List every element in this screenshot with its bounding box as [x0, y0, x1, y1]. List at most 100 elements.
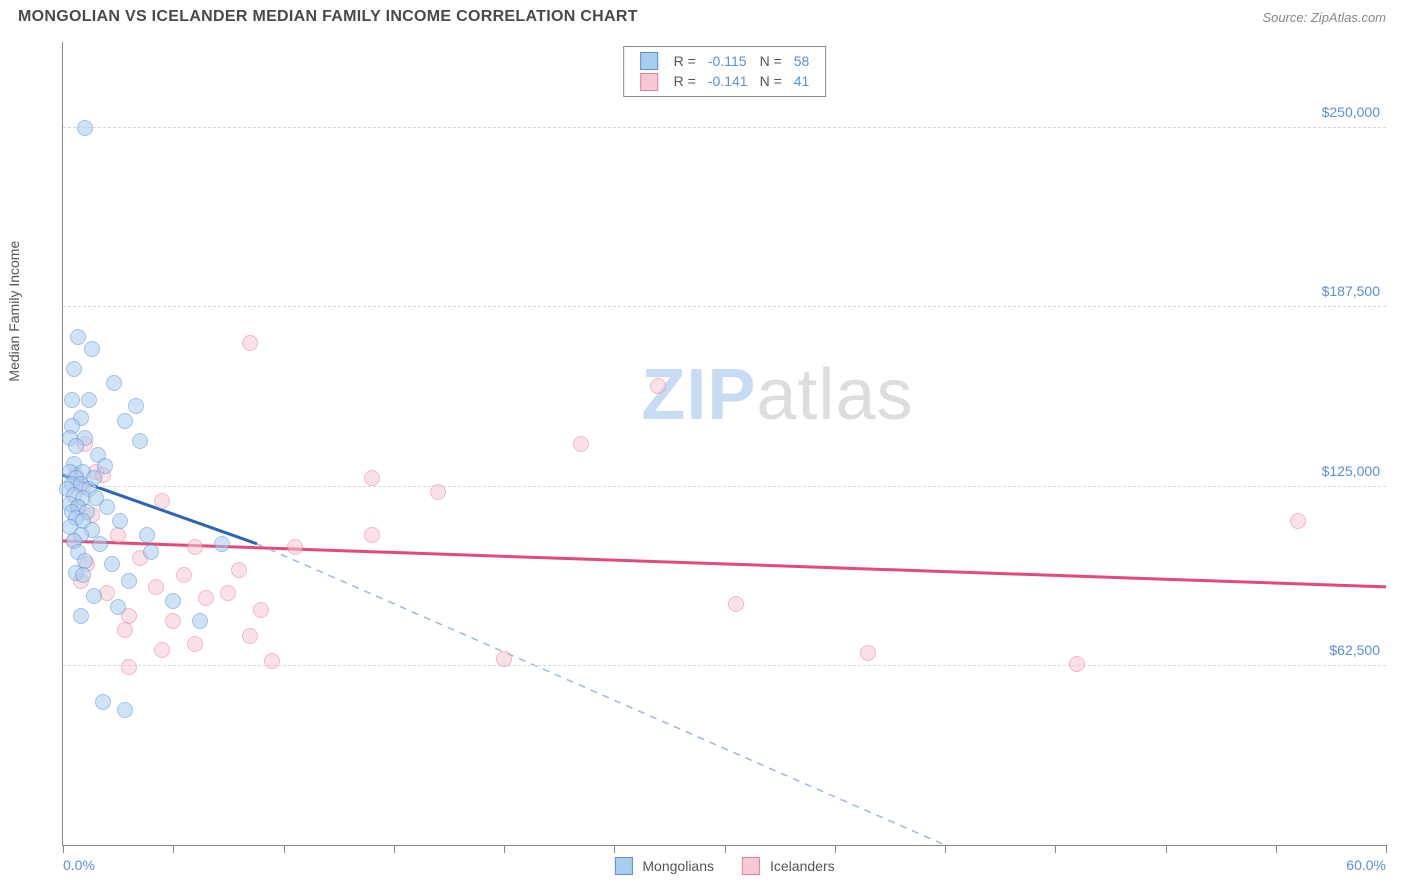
- x-tick: [614, 845, 615, 853]
- mongolian-point: [139, 527, 155, 543]
- r-value: -0.115: [702, 51, 754, 71]
- mongolian-point: [95, 694, 111, 710]
- legend-item-mongolians: Mongolians: [614, 857, 714, 875]
- legend-label-mongolians: Mongolians: [642, 858, 714, 874]
- mongolian-point: [99, 499, 115, 515]
- icelander-point: [121, 659, 137, 675]
- y-tick-label: $250,000: [1322, 104, 1380, 120]
- legend-row: R =-0.141N =41: [634, 71, 816, 91]
- legend-item-icelanders: Icelanders: [742, 857, 835, 875]
- n-label: N =: [754, 51, 788, 71]
- watermark-zip: ZIP: [641, 355, 756, 435]
- mongolian-point: [143, 544, 159, 560]
- mongolian-point: [92, 536, 108, 552]
- mongolian-point: [73, 608, 89, 624]
- x-max-label: 60.0%: [1346, 857, 1386, 873]
- icelander-point: [165, 613, 181, 629]
- x-tick: [173, 845, 174, 853]
- icelander-point: [364, 470, 380, 486]
- source-attribution: Source: ZipAtlas.com: [1262, 10, 1386, 25]
- icelander-point: [287, 539, 303, 555]
- n-value: 58: [788, 51, 816, 71]
- icelander-point: [198, 590, 214, 606]
- mongolian-point: [117, 702, 133, 718]
- icelander-point: [1290, 513, 1306, 529]
- watermark: ZIPatlas: [641, 354, 913, 436]
- icelander-point: [154, 642, 170, 658]
- icelander-point: [364, 527, 380, 543]
- x-tick: [284, 845, 285, 853]
- y-tick-label: $62,500: [1329, 642, 1380, 658]
- legend-label-icelanders: Icelanders: [770, 858, 835, 874]
- icelander-point: [176, 567, 192, 583]
- x-tick: [1166, 845, 1167, 853]
- mongolian-point: [165, 593, 181, 609]
- icelander-point: [650, 378, 666, 394]
- icelander-point: [110, 527, 126, 543]
- icelander-point: [860, 645, 876, 661]
- icelander-point: [148, 579, 164, 595]
- gridline: [63, 306, 1386, 307]
- icelander-point: [231, 562, 247, 578]
- x-tick: [1055, 845, 1056, 853]
- gridline: [63, 127, 1386, 128]
- r-value: -0.141: [702, 71, 754, 91]
- y-tick-label: $187,500: [1322, 283, 1380, 299]
- mongolian-point: [86, 588, 102, 604]
- icelander-point: [117, 622, 133, 638]
- mongolian-point: [112, 513, 128, 529]
- icelander-point: [154, 493, 170, 509]
- legend-swatch-icelanders: [742, 857, 760, 875]
- trend-lines: [63, 42, 1386, 845]
- correlation-legend: R =-0.115N =58R =-0.141N =41: [623, 46, 827, 97]
- chart-container: Median Family Income ZIPatlas R =-0.115N…: [18, 42, 1386, 846]
- n-value: 41: [788, 71, 816, 91]
- r-label: R =: [668, 51, 702, 71]
- icelander-point: [242, 628, 258, 644]
- icelander-point: [220, 585, 236, 601]
- x-tick: [63, 845, 64, 853]
- y-tick-label: $125,000: [1322, 463, 1380, 479]
- mongolian-point: [117, 413, 133, 429]
- icelander-point: [242, 335, 258, 351]
- mongolian-point: [77, 120, 93, 136]
- legend-swatch: [640, 52, 658, 70]
- x-tick: [394, 845, 395, 853]
- legend-swatch-mongolians: [614, 857, 632, 875]
- watermark-atlas: atlas: [756, 355, 913, 435]
- gridline: [63, 665, 1386, 666]
- mongolian-point: [110, 599, 126, 615]
- gridline: [63, 486, 1386, 487]
- icelander-point: [496, 651, 512, 667]
- icelander-point: [187, 636, 203, 652]
- mongolian-point: [64, 392, 80, 408]
- mongolian-point: [66, 361, 82, 377]
- mongolian-point: [121, 573, 137, 589]
- icelander-point: [253, 602, 269, 618]
- x-tick: [725, 845, 726, 853]
- x-tick: [504, 845, 505, 853]
- series-legend: Mongolians Icelanders: [614, 857, 834, 875]
- mongolian-point: [75, 567, 91, 583]
- mongolian-point: [104, 556, 120, 572]
- x-tick: [1386, 845, 1387, 853]
- mongolian-point: [128, 398, 144, 414]
- n-label: N =: [754, 71, 788, 91]
- y-axis-label: Median Family Income: [6, 241, 22, 382]
- icelander-point: [187, 539, 203, 555]
- chart-title: MONGOLIAN VS ICELANDER MEDIAN FAMILY INC…: [18, 8, 638, 26]
- r-label: R =: [668, 71, 702, 91]
- mongolian-point: [81, 392, 97, 408]
- mongolian-point: [214, 536, 230, 552]
- mongolian-point: [68, 438, 84, 454]
- mongolian-point: [132, 433, 148, 449]
- plot-area: ZIPatlas R =-0.115N =58R =-0.141N =41 Mo…: [62, 42, 1386, 846]
- legend-row: R =-0.115N =58: [634, 51, 816, 71]
- x-tick: [1276, 845, 1277, 853]
- legend-swatch: [640, 73, 658, 91]
- mongolian-point: [106, 375, 122, 391]
- x-min-label: 0.0%: [63, 857, 95, 873]
- icelander-point: [1069, 656, 1085, 672]
- mongolian-point: [70, 329, 86, 345]
- icelander-point: [264, 653, 280, 669]
